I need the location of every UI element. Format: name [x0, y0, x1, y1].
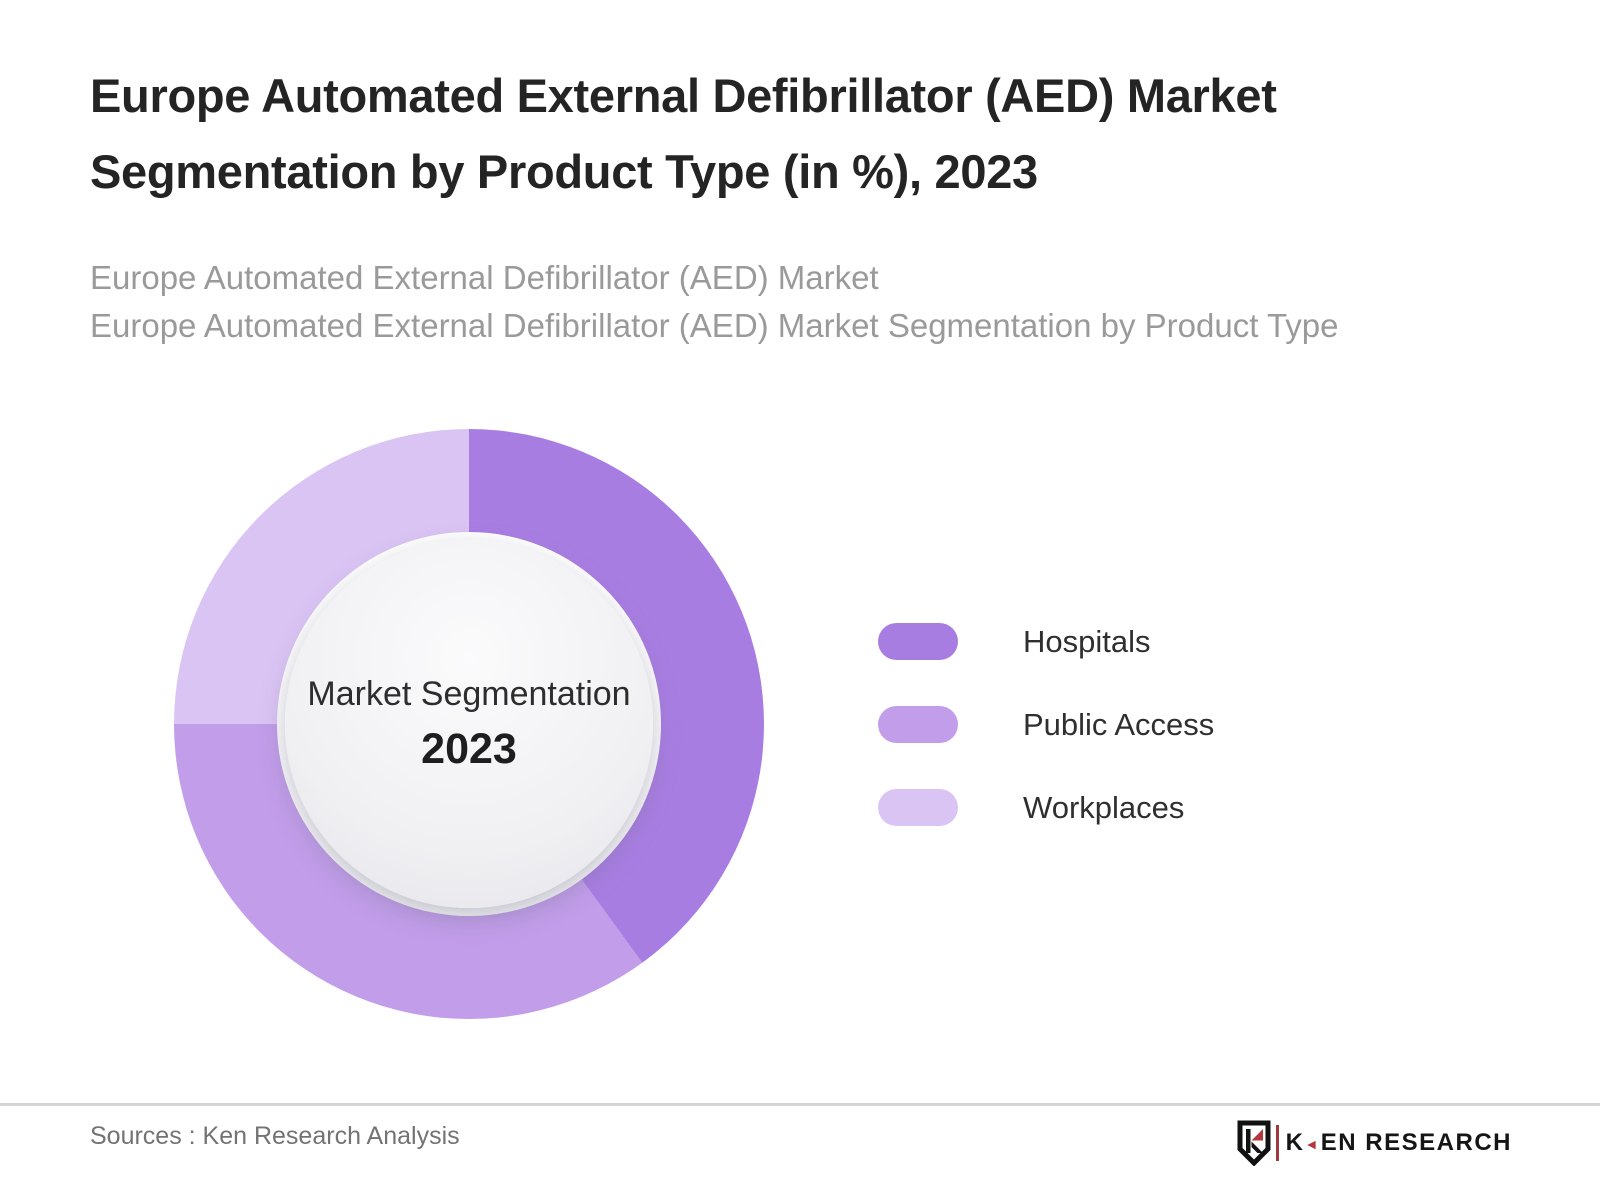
page-title-line2: Segmentation by Product Type (in %), 202… [90, 145, 1038, 198]
page-subtitle: Europe Automated External Defibrillator … [90, 254, 1560, 350]
legend-item-workplaces: Workplaces [878, 789, 1214, 826]
footer-divider [0, 1103, 1600, 1106]
legend-item-hospitals: Hospitals [878, 623, 1214, 660]
donut-center-label: Market Segmentation [307, 675, 631, 714]
donut-center-circle: Market Segmentation 2023 [285, 540, 653, 908]
legend-label-workplaces: Workplaces [1023, 789, 1185, 825]
page-subtitle-line1: Europe Automated External Defibrillator … [90, 259, 879, 296]
legend-label-public-access: Public Access [1023, 706, 1215, 742]
legend-swatch-public-access [878, 706, 958, 743]
page-title-line1: Europe Automated External Defibrillator … [90, 69, 1277, 122]
legend-item-public-access: Public Access [878, 706, 1214, 743]
sources-note: Sources : Ken Research Analysis [90, 1122, 460, 1150]
legend-swatch-workplaces [878, 789, 958, 826]
ken-research-shield-icon [1237, 1120, 1271, 1166]
brand-wordmark: K ◄ EN RESEARCH [1286, 1129, 1512, 1157]
chart-legend: Hospitals Public Access Workplaces [878, 623, 1214, 826]
brand-triangle-icon: ◄ [1304, 1136, 1320, 1152]
legend-label-hospitals: Hospitals [1023, 623, 1151, 659]
logo-divider [1275, 1125, 1279, 1161]
donut-chart: Market Segmentation 2023 [174, 429, 764, 1019]
brand-letter-k: K [1285, 1129, 1305, 1156]
legend-swatch-hospitals [878, 623, 958, 660]
donut-center-year: 2023 [421, 724, 517, 773]
page-title: Europe Automated External Defibrillator … [90, 58, 1510, 210]
brand-rest: EN RESEARCH [1320, 1129, 1512, 1156]
ken-research-logo: K ◄ EN RESEARCH [1237, 1120, 1512, 1166]
page-subtitle-line2: Europe Automated External Defibrillator … [90, 307, 1339, 344]
